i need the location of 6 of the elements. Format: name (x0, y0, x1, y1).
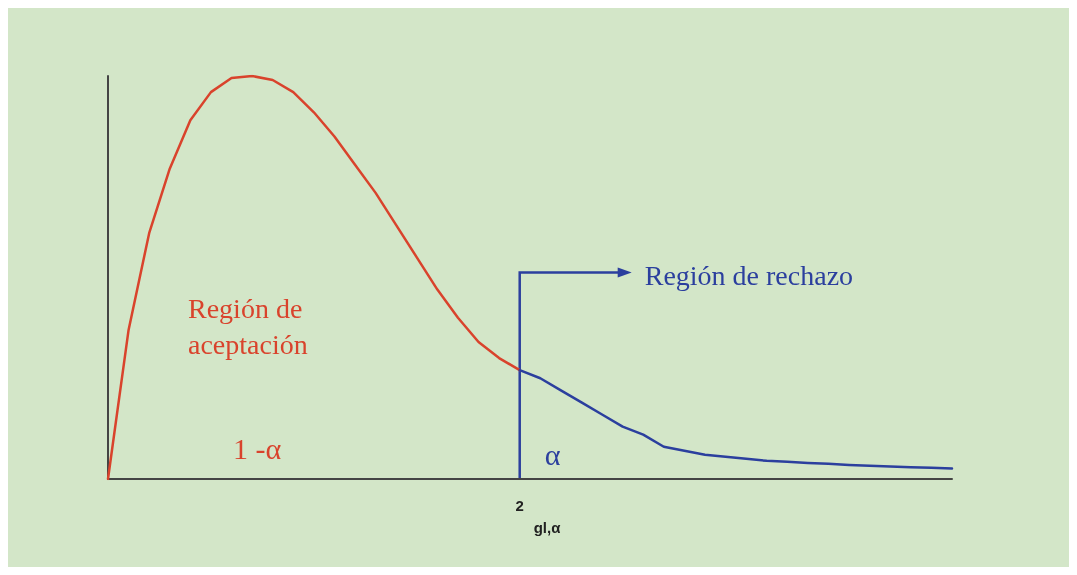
text: gl,α (533, 518, 562, 536)
annotation: α (544, 437, 561, 471)
text: 2 (515, 496, 524, 514)
annotation: 1 -α (233, 431, 282, 465)
annotation: Región de aceptación (188, 292, 308, 360)
annotation: Región de rechazo (644, 260, 854, 291)
